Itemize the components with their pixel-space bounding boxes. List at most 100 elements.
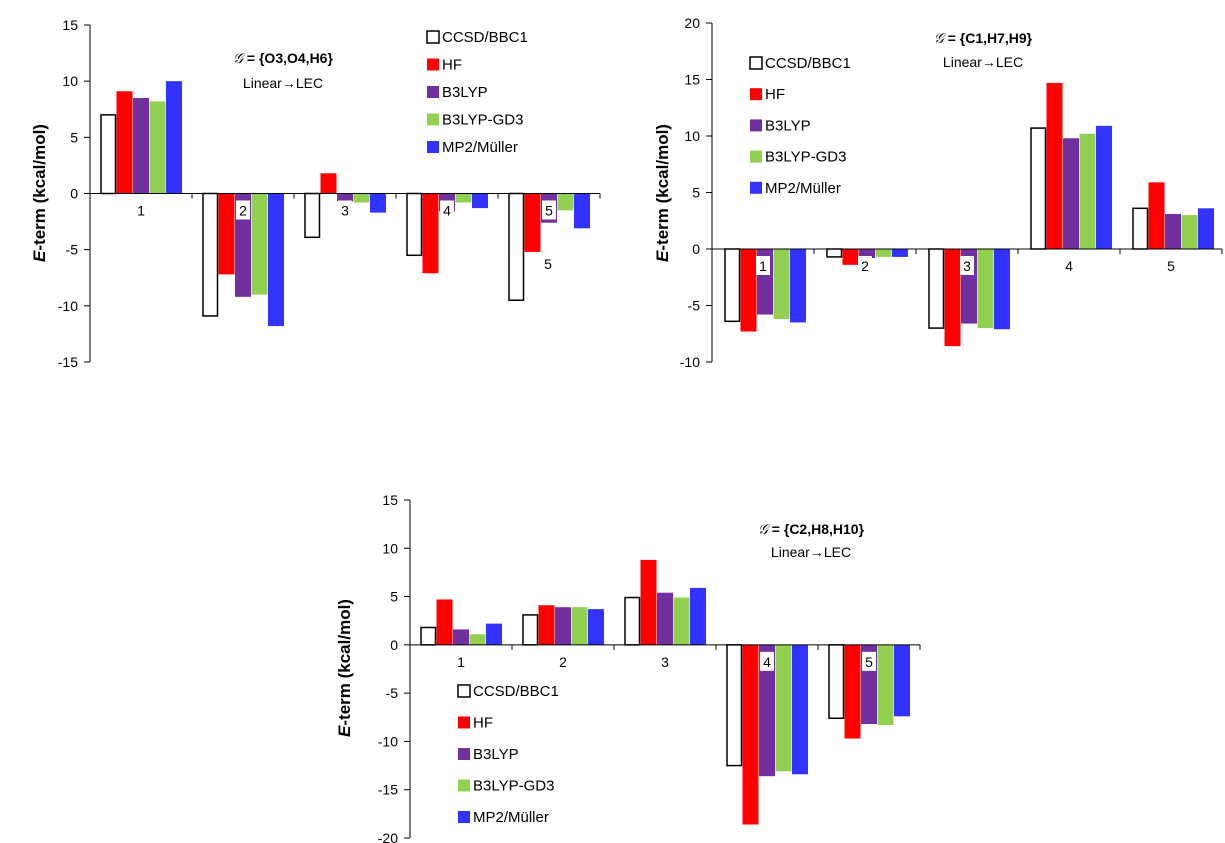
bar-ccsd-5 — [828, 644, 845, 720]
x-tick-label: 5 — [545, 203, 553, 219]
bar-ccsd-1 — [100, 114, 117, 195]
legend-mp2-swatch — [427, 141, 439, 153]
y-tick-label: -15 — [378, 782, 398, 798]
legend-hf-label: HF — [765, 86, 785, 103]
bar-mp2-2 — [268, 193, 284, 327]
chart-c1-h7-h9: -10 -5 0 5 10 15 20 1 2 3 4 5 E-term (kcal/mol) 𝒢 = {… — [653, 15, 1223, 370]
legend: CCSD/BBC1 HF B3LYP B3LYP-GD3 MP2/Müller — [426, 29, 528, 156]
y-tick-label: 15 — [382, 492, 398, 508]
x-tick-label: 2 — [861, 258, 869, 274]
bar-b3lyp-4 — [1063, 138, 1079, 249]
bar-ccsd-4 — [1030, 127, 1047, 250]
bar-b3lyp-5 — [1165, 213, 1181, 249]
bar-hf-3 — [640, 559, 657, 645]
x-tick-label: 4 — [1065, 258, 1073, 274]
bar-mp2-2 — [588, 609, 604, 645]
bar-b3lyp-gd3-3 — [353, 193, 370, 203]
x-tick-label: 5 — [865, 654, 873, 670]
bar-ccsd-1 — [724, 248, 741, 323]
bar-b3lyp-gd3-1 — [773, 249, 790, 320]
bar-hf-4 — [422, 193, 439, 274]
bar-hf-5 — [1148, 182, 1165, 249]
bar-ccsd-4 — [726, 644, 743, 767]
x-tick-label-bg — [862, 651, 876, 671]
bar-hf-2 — [218, 193, 235, 275]
bar-b3lyp-4 — [759, 644, 775, 777]
y-tick-label: 5 — [70, 129, 78, 145]
x-tick-label-bg — [858, 256, 872, 275]
x-tick-label-bg — [440, 200, 454, 220]
bar-ccsd-3 — [624, 596, 641, 646]
x-tick-label-bg — [756, 256, 770, 275]
bar-b3lyp-gd3-5 — [1181, 215, 1198, 249]
x-tick-label-bg — [542, 200, 556, 220]
y-tick-label: 15 — [684, 72, 700, 88]
bar-mp2-3 — [994, 249, 1010, 330]
y-tick-label: 15 — [62, 17, 78, 33]
group-annotation: 𝒢 = {O3,O4,H6} — [233, 50, 333, 67]
legend-hf-swatch — [427, 58, 439, 71]
legend-b3lyp-label: B3LYP — [473, 746, 519, 763]
bar-mp2-2 — [892, 249, 908, 257]
bar-ccsd-5 — [1132, 207, 1149, 250]
bar-mp2-5 — [1198, 208, 1214, 249]
legend-b3lyp-gd3-swatch — [750, 150, 762, 163]
y-tick-label: 10 — [62, 73, 78, 89]
x-tick-label-bg — [1164, 256, 1178, 275]
y-tick-label: 10 — [684, 128, 700, 144]
legend-b3lyp-gd3-swatch — [427, 113, 439, 126]
x-tick-label: 5 — [1167, 258, 1175, 274]
legend-mp2-label: MP2/Müller — [765, 180, 841, 197]
bar-b3lyp-3 — [657, 592, 673, 645]
bar-b3lyp-gd3-5 — [557, 193, 574, 211]
bar-b3lyp-gd3-4 — [775, 644, 792, 772]
bar-hf-4 — [1046, 82, 1063, 249]
x-tick-label: 1 — [137, 203, 145, 219]
bar-b3lyp-2 — [555, 607, 571, 645]
bar-ccsd-2 — [522, 614, 539, 646]
x-tick-label-bg — [338, 200, 352, 220]
bar-mp2-3 — [690, 587, 706, 645]
bar-b3lyp-2 — [859, 249, 875, 259]
y-tick-label: 0 — [390, 637, 398, 653]
bar-hf-4 — [742, 644, 759, 825]
y-tick-label: 20 — [684, 15, 700, 31]
bar-hf-5 — [524, 193, 541, 252]
legend-mp2-label: MP2/Müller — [473, 809, 549, 826]
bar-b3lyp-gd3-1 — [469, 634, 486, 645]
x-tick-label: 3 — [963, 258, 971, 274]
bar-mp2-5 — [574, 193, 590, 229]
bar-b3lyp-1 — [453, 629, 469, 645]
y-axis-label: E-term (kcal/mol) — [335, 599, 354, 737]
x-tick-label: 1 — [457, 654, 465, 670]
group-annotation: 𝒢 = {C2,H8,H10} — [758, 521, 865, 538]
y-tick-label: -15 — [58, 354, 78, 370]
y-tick-label: -10 — [378, 733, 398, 749]
bar-b3lyp-1 — [133, 98, 149, 194]
legend: CCSD/BBC1 HF B3LYP B3LYP-GD3 MP2/Müller — [749, 55, 851, 197]
legend-mp2-label: MP2/Müller — [442, 139, 518, 156]
y-tick-label: 0 — [70, 186, 78, 202]
bar-b3lyp-gd3-3 — [673, 597, 690, 645]
y-tick-label: 10 — [382, 540, 398, 556]
legend-ccsd-swatch — [426, 30, 440, 44]
legend-b3lyp-swatch — [427, 86, 439, 98]
legend-b3lyp-gd3-label: B3LYP-GD3 — [473, 778, 554, 795]
bar-hf-5 — [844, 644, 861, 739]
legend-ccsd-label: CCSD/BBC1 — [442, 29, 528, 46]
bar-b3lyp-gd3-2 — [571, 607, 588, 645]
x-tick-label-bg — [134, 200, 148, 220]
y-tick-label: -5 — [386, 685, 399, 701]
y-tick-label: -5 — [688, 298, 701, 314]
y-tick-label: 5 — [692, 185, 700, 201]
x-tick-label: 2 — [239, 203, 247, 219]
x-tick-label: 1 — [759, 258, 767, 274]
legend-b3lyp-label: B3LYP — [765, 117, 811, 134]
bar-mp2-5 — [894, 644, 910, 717]
legend-hf-swatch — [458, 716, 470, 729]
y-tick-label: -10 — [58, 298, 78, 314]
bar-hf-1 — [740, 249, 757, 332]
y-tick-label: -20 — [378, 830, 398, 843]
bar-b3lyp-gd3-5 — [877, 644, 894, 726]
